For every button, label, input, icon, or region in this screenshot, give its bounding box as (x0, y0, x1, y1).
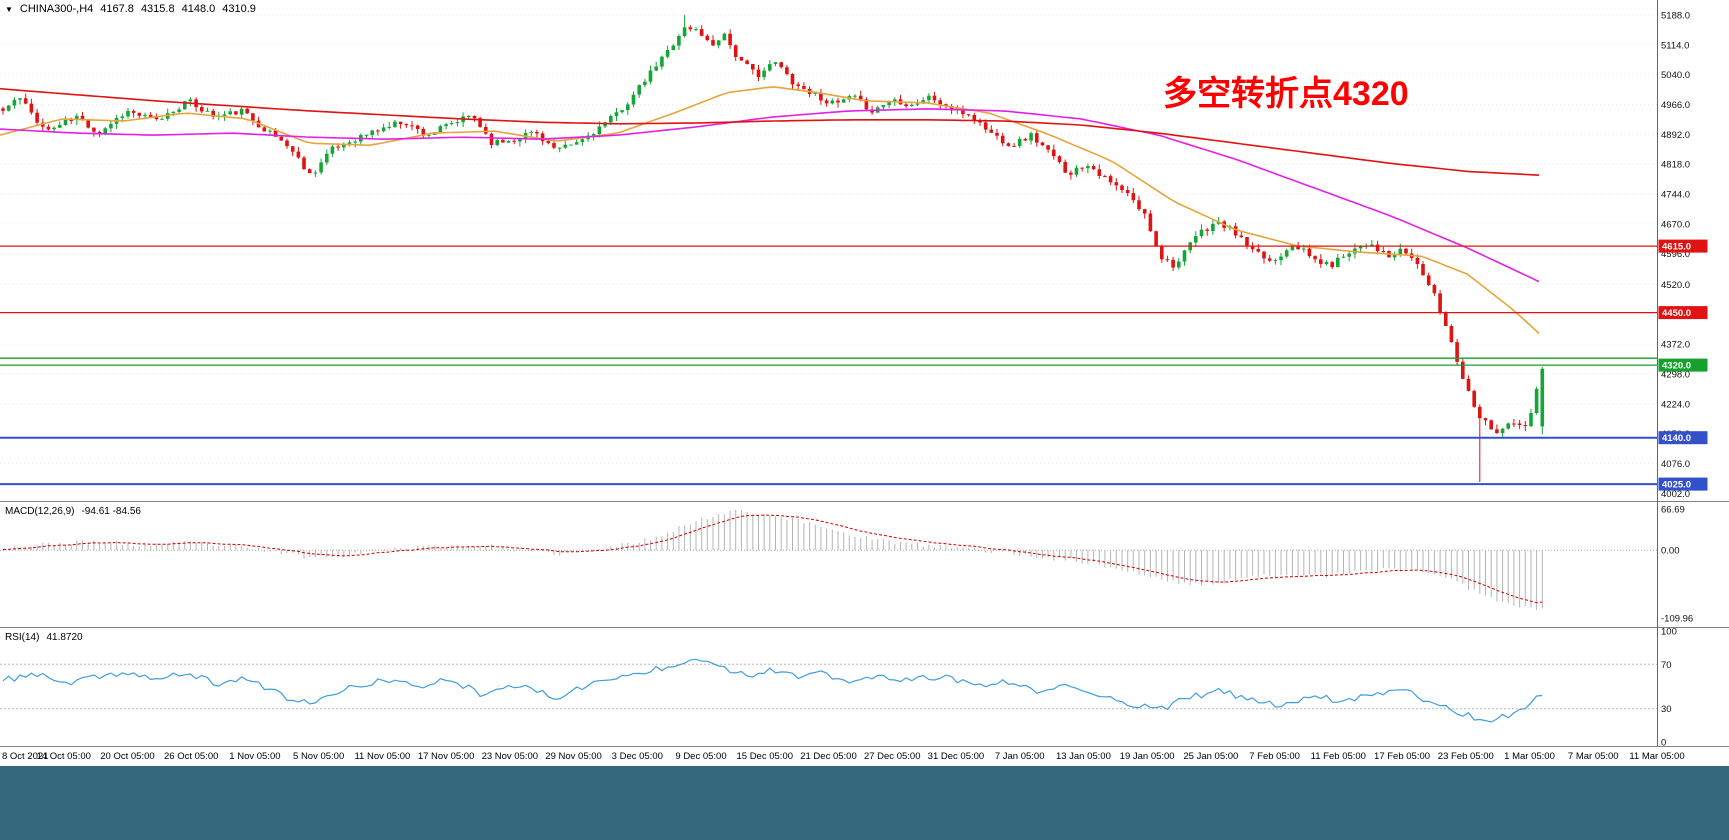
time-axis-label: 17 Feb 05:00 (1374, 751, 1431, 762)
macd-axis-label: 0.00 (1661, 546, 1680, 557)
rsi-name: RSI(14) (5, 632, 40, 643)
time-axis-label: 7 Jan 05:00 (994, 751, 1045, 762)
price-axis-label: 4520.0 (1661, 280, 1690, 291)
time-axis-label: 7 Feb 05:00 (1249, 751, 1300, 762)
macd-label: MACD(12,26,9) -94.61 -84.56 (5, 506, 141, 517)
level-price-tag: 4025.0 (1662, 480, 1691, 491)
time-axis-label: 9 Dec 05:00 (675, 751, 727, 762)
price-axis-label: 4670.0 (1661, 219, 1690, 230)
time-axis-label: 11 Nov 05:00 (354, 751, 411, 762)
time-axis-label: 15 Dec 05:00 (736, 751, 794, 762)
macd-name: MACD(12,26,9) (5, 506, 75, 517)
price-axis-label: 4076.0 (1661, 459, 1690, 470)
annotation-text: 多空转折点4320 (1163, 75, 1409, 113)
price-axis-label: 4892.0 (1661, 130, 1690, 141)
time-axis-label: 31 Dec 05:00 (927, 751, 985, 762)
ohlc-open: 4167.8 (100, 3, 134, 15)
macd-canvas[interactable]: 66.69 0.00 -109.96 (0, 501, 1729, 627)
chart-header: ▼ CHINA300-,H4 4167.8 4315.8 4148.0 4310… (5, 3, 256, 15)
time-axis[interactable]: 8 Oct 2021 14 Oct 05:00 20 Oct 05:00 26 Oct… (0, 746, 1729, 766)
main-chart-pane[interactable]: 5188.0 5114.0 5040.0 4966.0 4892.0 4818.0 4744… (0, 0, 1729, 501)
price-axis-label: 4002.0 (1661, 489, 1690, 500)
price-axis-label: 4298.0 (1661, 369, 1690, 380)
time-axis-label: 3 Dec 05:00 (611, 751, 663, 762)
time-axis-label: 1 Nov 05:00 (229, 751, 281, 762)
macd-axis-label: 66.69 (1661, 505, 1685, 516)
level-price-tag: 4615.0 (1662, 242, 1691, 253)
time-axis-label: 25 Jan 05:00 (1183, 751, 1239, 762)
time-axis-label: 5 Nov 05:00 (293, 751, 345, 762)
price-axis-label: 5114.0 (1661, 40, 1689, 51)
time-axis-label: 11 Feb 05:00 (1310, 751, 1366, 762)
time-axis-label: 21 Dec 05:00 (800, 751, 857, 762)
ohlc-low: 4148.0 (181, 3, 216, 15)
time-axis-label: 23 Nov 05:00 (481, 751, 539, 762)
price-axis-label: 4372.0 (1661, 340, 1690, 351)
time-axis-label: 26 Oct 05:00 (163, 751, 219, 762)
symbol-timeframe-label: CHINA300-,H4 (19, 3, 94, 15)
time-axis-label: 19 Jan 05:00 (1119, 751, 1175, 762)
ma-fast-orange (0, 86, 1540, 334)
time-axis-label: 17 Nov 05:00 (417, 751, 475, 762)
level-price-tag: 4140.0 (1662, 433, 1691, 444)
time-axis-label: 13 Jan 05:00 (1055, 751, 1111, 762)
time-axis-label: 23 Feb 05:00 (1437, 751, 1494, 762)
rsi-axis-label: 30 (1661, 704, 1672, 715)
ohlc-high: 4315.8 (140, 3, 175, 15)
rsi-value: 41.8720 (46, 632, 83, 643)
ma-mid-magenta (0, 108, 1540, 283)
main-chart-canvas[interactable]: 5188.0 5114.0 5040.0 4966.0 4892.0 4818.0 4744… (0, 0, 1729, 501)
time-axis-label: 14 Oct 05:00 (36, 751, 91, 762)
macd-axis-label: -109.96 (1661, 613, 1693, 624)
time-axis-label: 20 Oct 05:00 (100, 751, 155, 762)
macd-histogram (2, 509, 1543, 610)
price-axis-label: 4966.0 (1661, 100, 1690, 111)
rsi-line (2, 658, 1543, 723)
time-axis-label: 7 Mar 05:00 (1567, 751, 1619, 762)
macd-signal-line (2, 514, 1543, 604)
time-axis-label: 1 Mar 05:00 (1504, 751, 1555, 762)
ma-slow-red (0, 87, 1540, 176)
bottom-strip (0, 766, 1729, 840)
level-price-tag: 4320.0 (1662, 361, 1691, 372)
rsi-axis-label: 70 (1661, 660, 1672, 671)
price-axis-label: 5188.0 (1661, 10, 1690, 21)
level-price-tag: 4450.0 (1662, 308, 1691, 319)
macd-pane[interactable]: 66.69 0.00 -109.96 (0, 501, 1729, 627)
ohlc-close: 4310.9 (222, 3, 256, 15)
price-axis-label: 5040.0 (1661, 70, 1690, 81)
rsi-axis-label: 0 (1661, 738, 1666, 747)
price-axis-label: 4818.0 (1661, 160, 1690, 171)
price-axis-label: 4596.0 (1661, 249, 1690, 260)
rsi-pane[interactable]: 100 70 30 0 (0, 627, 1729, 746)
price-axis-label: 4744.0 (1661, 190, 1690, 201)
macd-values: -94.61 -84.56 (81, 506, 141, 517)
time-axis-label: 11 Mar 05:00 (1629, 751, 1685, 762)
rsi-canvas[interactable]: 100 70 30 0 (0, 627, 1729, 746)
time-axis-label: 29 Nov 05:00 (545, 751, 602, 762)
time-axis-label: 8 Oct 2021 (2, 751, 49, 762)
rsi-axis-label: 100 (1661, 627, 1677, 638)
rsi-label: RSI(14) 41.8720 (5, 632, 83, 643)
price-axis-label: 4224.0 (1661, 399, 1690, 410)
chevron-down-icon[interactable]: ▼ (5, 4, 13, 14)
time-axis-label: 27 Dec 05:00 (863, 751, 921, 762)
